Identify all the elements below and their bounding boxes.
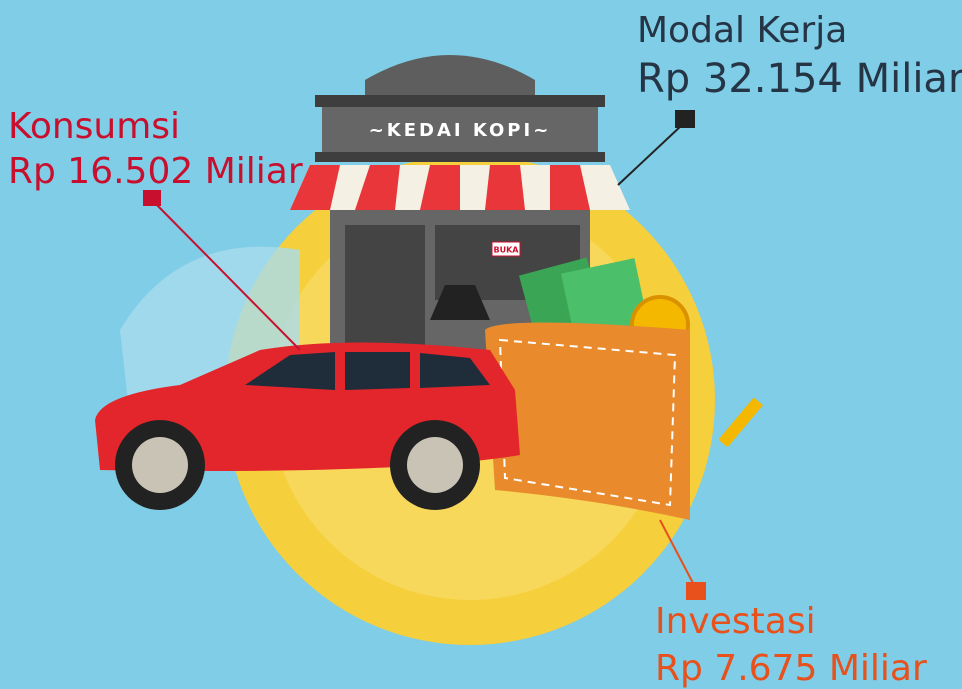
label-amount: Rp 7.675 Miliar (655, 648, 927, 689)
konsumsi-marker (143, 190, 161, 206)
investasi-marker (686, 582, 706, 600)
label-title: Investasi (655, 601, 816, 642)
label-amount: Rp 32.154 Miliar (637, 56, 962, 102)
shop-ledge (315, 152, 605, 162)
label-amount: Rp 16.502 Miliar (8, 151, 303, 192)
label-title: Modal Kerja (637, 10, 847, 51)
infographic: ~KEDAI KOPI~ BUKA Konsumsi Rp 16.502 Mil… (0, 0, 962, 689)
shop-cornice (315, 95, 605, 107)
shop-sign-text: ~KEDAI KOPI~ (369, 120, 552, 141)
label-title: Konsumsi (8, 106, 180, 147)
door-sign-text: BUKA (494, 246, 520, 255)
modal-marker (675, 110, 695, 128)
awning (290, 165, 630, 210)
page: ~KEDAI KOPI~ BUKA Konsumsi Rp 16.502 Mil… (0, 0, 962, 689)
shop-door (345, 225, 425, 360)
